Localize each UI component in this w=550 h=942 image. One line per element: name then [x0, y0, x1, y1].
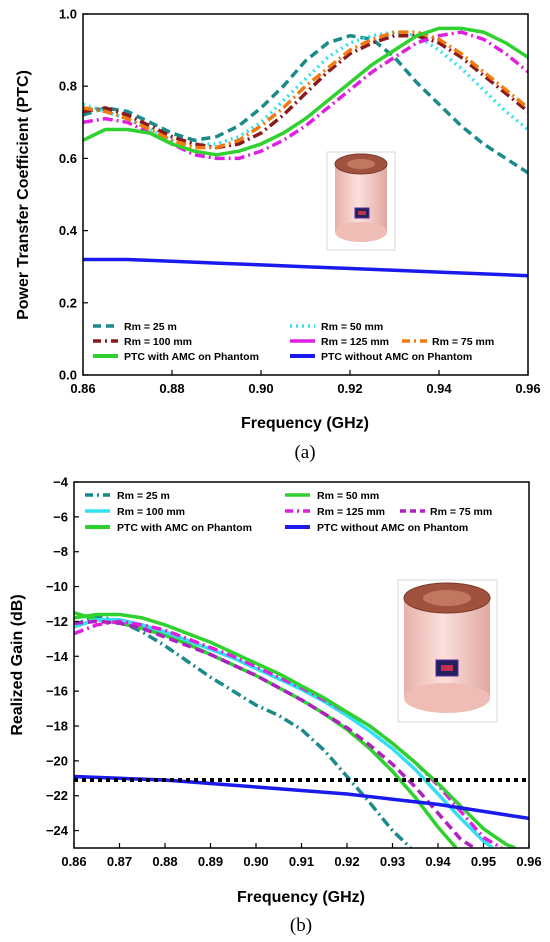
chart-b-legend: Rm = 25 m Rm = 50 mm Rm = 100 mm Rm = 12…: [85, 490, 492, 534]
chart-b-inset-cylinder: [397, 579, 498, 723]
chart-b-xtick-label: 0.94: [425, 854, 451, 869]
chart-a-plot-frame: [82, 13, 529, 376]
chart-b-ytick-label: −20: [46, 753, 68, 768]
chart-a-ytick-label: 0.8: [59, 79, 77, 94]
chart-b-ytick-label: −6: [53, 509, 68, 524]
chart-a-panel-label: (a): [294, 442, 315, 463]
chart-a-xlabel: Frequency (GHz): [241, 415, 369, 432]
chart-a-xtick-label: 0.86: [70, 381, 95, 396]
chart-b-ytick-label: −12: [46, 614, 68, 629]
chart-b-legend-label: PTC without AMC on Phantom: [317, 522, 468, 534]
chart-b-xtick-label: 0.88: [152, 854, 177, 869]
chart-b-xlabel: Frequency (GHz): [237, 889, 365, 906]
chart-b-series-line: [74, 614, 412, 848]
chart-b-legend-label: Rm = 125 mm: [317, 506, 385, 518]
chart-b-legend-label: Rm = 75 mm: [430, 506, 492, 518]
chart-b-ytick-label: −24: [46, 823, 69, 838]
chart-b-xtick-label: 0.92: [334, 854, 359, 869]
chart-b-panel-label: (b): [290, 915, 312, 936]
chart-a-series-line: [83, 26, 528, 157]
chart-b-xtick-label: 0.91: [289, 854, 314, 869]
chart-a-series-line: [83, 33, 528, 175]
chart-b-ytick-label: −10: [46, 579, 68, 594]
chart-b-xtick-label: 0.86: [61, 854, 86, 869]
chart-b-ticks: 0.86 0.87 0.88 0.89 0.90 0.91 0.92 0.93 0.94 0.95…: [46, 475, 542, 870]
chart-a-ytick-label: 0.0: [59, 368, 77, 383]
chart-b-ytick-label: −8: [53, 544, 68, 559]
chart-a-xtick-label: 0.96: [515, 381, 540, 396]
chart-b: Rm = 25 m Rm = 50 mm Rm = 100 mm Rm = 12…: [9, 475, 542, 937]
chart-a-inset-cylinder: [326, 151, 396, 251]
chart-a-ytick-label: 0.6: [59, 151, 77, 166]
chart-a-legend: Rm = 25 m Rm = 50 mm Rm = 100 mm Rm = 12…: [93, 321, 494, 363]
chart-b-xtick-label: 0.96: [516, 854, 541, 869]
chart-a-legend-label: Rm = 25 m: [124, 321, 177, 333]
chart-a-xtick-label: 0.92: [337, 381, 362, 396]
chart-b-xtick-label: 0.93: [380, 854, 405, 869]
chart-b-series-line: [74, 619, 476, 848]
chart-a-legend-label: PTC without AMC on Phantom: [321, 351, 472, 363]
chart-a-legend-label: Rm = 125 mm: [321, 336, 389, 348]
chart-b-legend-label: Rm = 100 mm: [117, 506, 185, 518]
chart-b-series-line: [74, 611, 458, 848]
chart-a-series-group: [83, 26, 528, 278]
chart-a-xtick-label: 0.90: [248, 381, 273, 396]
chart-a-series-line: [83, 30, 528, 150]
chart-b-xtick-label: 0.95: [471, 854, 496, 869]
chart-a-legend-label: Rm = 50 mm: [321, 321, 383, 333]
chart-b-ytick-label: −22: [46, 788, 68, 803]
chart-a-ylabel: Power Transfer Coefficient (PTC): [15, 70, 32, 320]
chart-b-xtick-label: 0.90: [243, 854, 268, 869]
chart-a-legend-label: Rm = 100 mm: [124, 336, 192, 348]
chart-a-series-line: [83, 257, 528, 278]
chart-b-ytick-label: −14: [46, 649, 69, 664]
chart-a-ytick-label: 0.2: [59, 295, 77, 310]
chart-b-series-group: [74, 611, 529, 848]
chart-a-ticks: 0.86 0.88 0.90 0.92 0.94 0.96 0.0 0.2 0.4 0.6 0.8 1…: [59, 7, 541, 397]
chart-b-ytick-label: −16: [46, 684, 68, 699]
chart-a-ytick-label: 1.0: [59, 7, 77, 22]
chart-b-ytick-label: −18: [46, 719, 68, 734]
chart-b-legend-label: PTC with AMC on Phantom: [117, 522, 252, 534]
chart-b-series-line: [74, 612, 516, 848]
chart-a-series-line: [83, 30, 528, 146]
chart-a-series-line: [83, 33, 528, 150]
chart-a-legend-label: PTC with AMC on Phantom: [124, 351, 259, 363]
chart-a-ytick-label: 0.4: [59, 223, 78, 238]
chart-b-ylabel: Realized Gain (dB): [9, 594, 26, 735]
chart-b-ytick-label: −4: [53, 475, 69, 490]
chart-b-xtick-label: 0.87: [107, 854, 132, 869]
chart-b-legend-label: Rm = 50 mm: [317, 490, 379, 502]
chart-a-xtick-label: 0.94: [426, 381, 452, 396]
chart-b-xtick-label: 0.89: [198, 854, 223, 869]
chart-a-legend-label: Rm = 75 mm: [432, 336, 494, 348]
chart-a-xtick-label: 0.88: [159, 381, 184, 396]
chart-a: Rm = 25 m Rm = 50 mm Rm = 100 mm Rm = 12…: [15, 7, 541, 464]
chart-b-legend-label: Rm = 25 m: [117, 490, 170, 502]
